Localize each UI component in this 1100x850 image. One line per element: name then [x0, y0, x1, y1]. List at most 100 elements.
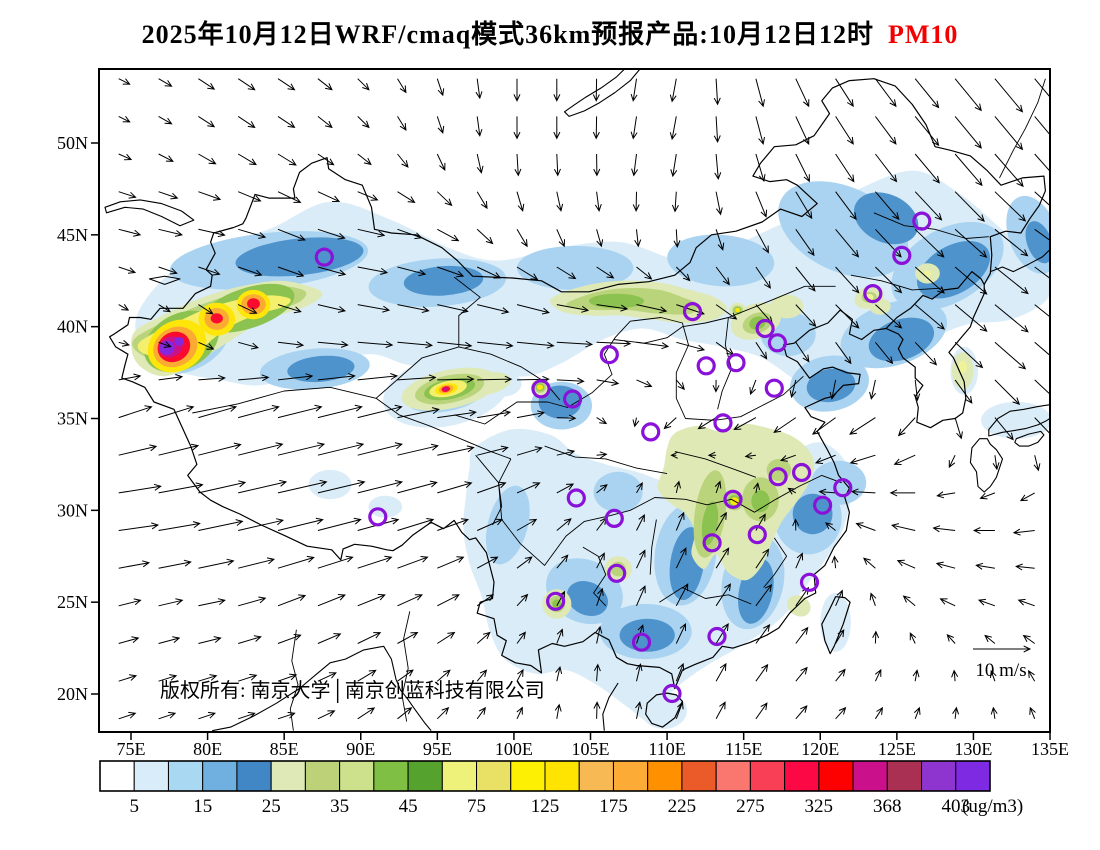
wind-vector: [869, 379, 876, 400]
shikoku-coast: [1014, 430, 1045, 447]
wind-vector: [397, 443, 439, 456]
wind-vector: [932, 525, 956, 533]
wind-vector: [715, 304, 738, 320]
geography-layer: [104, 69, 1050, 732]
wind-vector: [198, 442, 242, 456]
wind-vector: [436, 706, 450, 720]
lon-tick-label: 105E: [572, 739, 610, 759]
colorbar-cell: [167, 760, 204, 792]
wind-vector: [675, 583, 689, 607]
wind-vector: [556, 229, 565, 248]
colorbar-cell: [715, 760, 751, 792]
wind-vector: [437, 481, 473, 494]
lon-tick-label: 95E: [423, 739, 452, 759]
pm10-region: [917, 240, 990, 299]
pollutant-label: PM10: [887, 20, 959, 49]
wind-vector: [238, 518, 285, 531]
wind-vector: [755, 153, 766, 183]
city-marker: [531, 379, 551, 399]
wind-vector: [277, 442, 326, 456]
wind-vector: [317, 78, 333, 91]
wind-vector: [437, 375, 475, 383]
wind-vector: [755, 702, 768, 720]
wind-vector: [635, 663, 643, 682]
pm10-region: [210, 313, 223, 324]
wind-vector: [437, 341, 473, 349]
wind-vector: [954, 304, 988, 332]
wind-vector: [317, 555, 354, 569]
wind-vector: [674, 480, 681, 494]
wind-vector: [357, 707, 376, 720]
wind-vector: [875, 191, 900, 221]
city-marker: [863, 284, 883, 304]
colorbar: 5 15 25 35 45 75 125 175 225 275 325 368 403: [99, 760, 991, 817]
wind-vector: [814, 454, 836, 464]
wind-vector: [829, 379, 837, 400]
wind-vector: [990, 669, 997, 682]
wind-vector: [897, 417, 916, 437]
wind-vector: [397, 304, 430, 313]
lon-tick-label: 125E: [878, 739, 916, 759]
wind-vector: [792, 518, 800, 531]
wind-vector: [198, 674, 218, 682]
wind-vector: [158, 559, 192, 569]
wind-vector: [516, 668, 524, 682]
chart-title: 2025年10月12日WRF/cmaq模式36km预报产品:10月12日12时 P…: [0, 14, 1100, 51]
forecast-title-text: 2025年10月12日WRF/cmaq模式36km预报产品:10月12日12时: [141, 20, 874, 49]
wind-vector: [277, 373, 314, 381]
wind-vector: [238, 557, 276, 569]
wind-vector: [715, 547, 730, 569]
wind-vector: [158, 521, 201, 531]
wind-vector: [835, 266, 860, 294]
wind-vector: [755, 229, 769, 254]
lat-tick-label: 45N: [57, 225, 88, 245]
wind-vector: [707, 451, 717, 459]
wind-vector: [436, 153, 446, 171]
wind-vector: [863, 557, 876, 569]
wind-vector: [872, 630, 880, 644]
wind-vector: [634, 229, 642, 248]
wind-vector: [198, 558, 235, 569]
city-marker: [682, 302, 703, 322]
wind-vector: [516, 341, 555, 349]
wind-vector: [593, 663, 601, 682]
copyright-text: 版权所有: 南京大学│南京创蓝科技有限公司: [160, 678, 545, 704]
wind-reference-arrow: [973, 645, 1032, 653]
wind-vector: [914, 266, 945, 294]
wind-vector: [755, 548, 770, 569]
wind-vector: [1015, 563, 1035, 571]
wind-vector: [874, 668, 882, 682]
wind-vector: [795, 78, 810, 108]
wind-vector: [158, 304, 171, 313]
city-marker: [696, 356, 716, 376]
pm10-contour-layer: [131, 170, 1050, 729]
wind-vector: [317, 266, 347, 277]
wind-vector: [593, 153, 601, 177]
pm10-region: [536, 384, 544, 391]
lat-tick-label: 50N: [57, 133, 88, 153]
wind-vector: [795, 705, 808, 720]
wind-vector: [118, 228, 142, 237]
wind-vector: [779, 454, 796, 462]
wind-vector: [952, 706, 960, 719]
wind-vector: [972, 527, 995, 535]
wind-vector: [913, 706, 921, 719]
wind-vector: [596, 229, 604, 248]
wind-vector: [237, 78, 256, 91]
wind-vector: [697, 417, 717, 430]
wind-vector: [948, 454, 956, 469]
wind-vector: [795, 626, 809, 644]
wind-vector: [516, 593, 529, 607]
wind-vector: [437, 556, 465, 569]
wind-vector: [914, 191, 943, 221]
colorbar-cell: [784, 760, 820, 792]
wind-vector: [554, 703, 562, 719]
wind-vector: [596, 417, 608, 425]
wind-vector: [975, 562, 995, 570]
wind-vector: [237, 115, 256, 129]
lon-tick-label: 100E: [495, 739, 533, 759]
wind-vector: [733, 417, 757, 431]
wind-vector: [357, 632, 382, 644]
wind-vector: [630, 78, 638, 102]
wind-vector: [198, 341, 215, 350]
